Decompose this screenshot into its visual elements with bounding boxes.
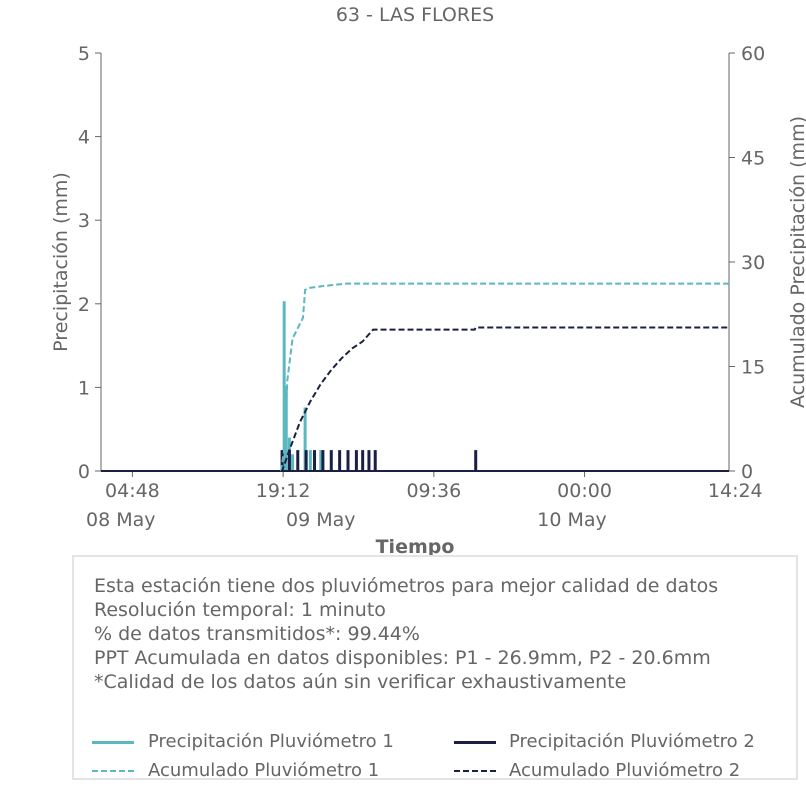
y-tick-label-right: 0 <box>741 461 753 483</box>
y-tick-label-left: 0 <box>78 461 90 483</box>
x-date-label: 10 May <box>537 509 607 531</box>
y-tick-label-left: 4 <box>78 127 90 149</box>
y-axis-label-right: Acumulado Precipitación (mm) <box>787 116 806 408</box>
legend-label-p1: Precipitación Pluviómetro 1 <box>148 731 394 752</box>
chart-title: 63 - LAS FLORES <box>336 4 494 26</box>
info-line-transmitted: % de datos transmitidos*: 99.44% <box>94 623 420 645</box>
y-tick-label-right: 60 <box>741 43 765 65</box>
x-date-label: 09 May <box>286 509 356 531</box>
y-tick-label-right: 30 <box>741 252 765 274</box>
y-tick-label-left: 2 <box>78 294 90 316</box>
y-tick-label-left: 1 <box>78 377 90 399</box>
legend-swatch-acc1 <box>92 770 134 772</box>
legend-label-acc1: Acumulado Pluviómetro 1 <box>148 760 380 781</box>
info-box: Esta estación tiene dos pluviómetros par… <box>72 555 798 781</box>
y-tick-label-right: 15 <box>741 357 765 379</box>
x-tick-label: 09:36 <box>406 480 461 502</box>
y-tick-label-left: 5 <box>78 43 90 65</box>
x-tick-label: 19:12 <box>256 480 311 502</box>
x-axis-label: Tiempo <box>376 536 455 558</box>
x-tick-label: 14:24 <box>708 480 763 502</box>
accumulated-line-3 <box>101 326 729 472</box>
info-line-quality-note: *Calidad de los datos aún sin verificar … <box>94 671 627 693</box>
x-tick-label: 04:48 <box>105 480 160 502</box>
info-line-dual-gauges: Esta estación tiene dos pluviómetros par… <box>94 575 719 597</box>
legend-swatch-acc2 <box>454 770 496 772</box>
y-axis-label-left: Precipitación (mm) <box>50 172 72 352</box>
legend-label-acc2: Acumulado Pluviómetro 2 <box>509 760 741 781</box>
x-tick-label: 00:00 <box>557 480 612 502</box>
accumulated-line-2 <box>101 282 729 472</box>
info-line-resolution: Resolución temporal: 1 minuto <box>94 599 386 621</box>
info-line-accumulated: PPT Acumulada en datos disponibles: P1 -… <box>94 647 711 669</box>
y-tick-label-left: 3 <box>78 210 90 232</box>
legend-swatch-p2 <box>454 741 496 744</box>
legend-swatch-p1 <box>92 741 134 744</box>
y-tick-label-right: 45 <box>741 148 765 170</box>
x-date-label: 08 May <box>86 509 156 531</box>
legend-label-p2: Precipitación Pluviómetro 2 <box>509 731 755 752</box>
